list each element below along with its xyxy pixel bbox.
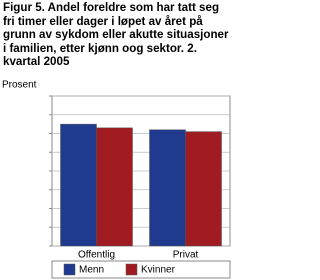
x-tick-label: Privat — [173, 250, 199, 261]
legend-box — [51, 260, 231, 279]
x-tick-label: Offentlig — [78, 250, 115, 261]
legend-label: Kvinner — [141, 265, 176, 276]
legend-label: Menn — [79, 265, 104, 276]
legend-swatch — [63, 263, 76, 276]
page: Figur 5. Andel foreldre som har tatt seg… — [2, 1, 231, 279]
bar — [96, 127, 133, 247]
y-axis-label: Prosent — [2, 80, 37, 91]
chart: Prosent Offentlig Privat Menn Kvinner — [2, 80, 231, 279]
bar — [149, 129, 186, 247]
bar — [185, 131, 222, 247]
chart-title: Figur 5. Andel foreldre som har tatt seg… — [3, 1, 229, 69]
legend-swatch — [125, 263, 138, 276]
bar — [60, 123, 97, 247]
